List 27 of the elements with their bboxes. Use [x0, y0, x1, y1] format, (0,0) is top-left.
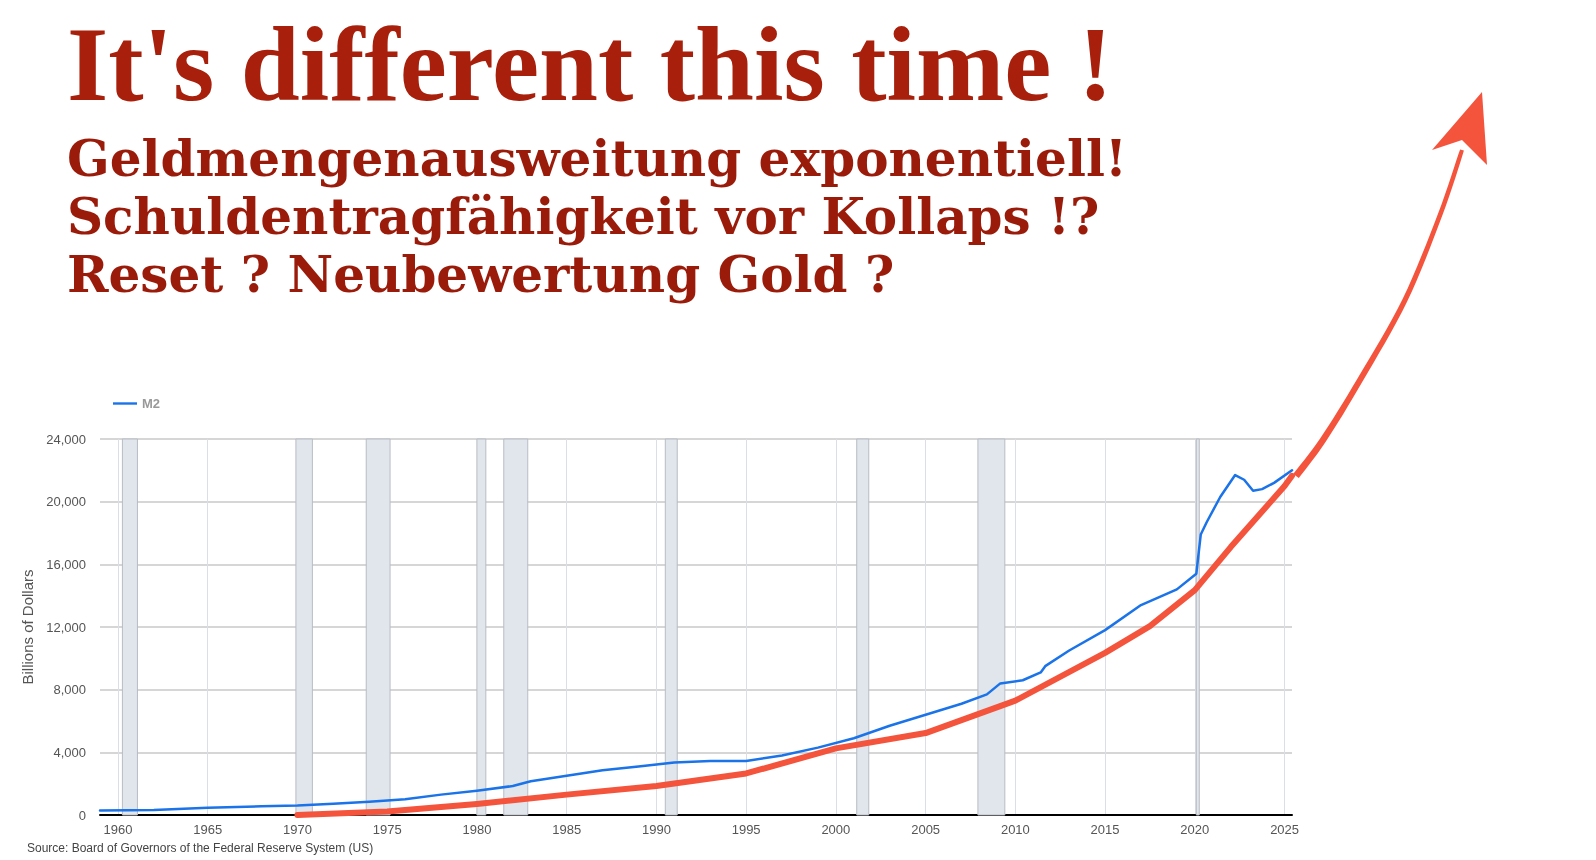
- x-tick-label: 1960: [103, 822, 133, 837]
- x-tick-label: 1995: [731, 822, 761, 837]
- x-tick-label: 2025: [1270, 822, 1300, 837]
- y-tick-label: 0: [78, 807, 86, 823]
- x-tick-label: 2005: [911, 822, 941, 837]
- y-tick-label: 24,000: [46, 431, 86, 447]
- y-tick-label: 20,000: [46, 494, 86, 510]
- x-tick-label: 1980: [462, 822, 492, 837]
- x-tick-label: 2000: [821, 822, 851, 837]
- chart-title: It's different this time !: [67, 5, 1114, 123]
- y-tick-label: 4,000: [53, 744, 86, 760]
- chart-subtitle: Geldmengenausweitung exponentiell! Schuldentragfähigkeit vor Kollaps !? Reset ? Neubewertung Gold ?: [67, 128, 1127, 304]
- x-tick-label: 2010: [1000, 822, 1030, 837]
- y-axis-title: Billions of Dollars: [19, 569, 37, 685]
- x-tick-label: 1990: [641, 822, 671, 837]
- y-tick-label: 16,000: [46, 556, 86, 572]
- x-tick-label: 2020: [1180, 822, 1210, 837]
- line-series: [98, 469, 1294, 812]
- legend-label: M2: [142, 396, 161, 411]
- y-tick-label: 12,000: [46, 619, 86, 635]
- y-tick-label: 8,000: [53, 682, 86, 698]
- x-tick-label: 1970: [282, 822, 312, 837]
- x-tick-label: 1985: [552, 822, 582, 837]
- source-note: Source: Board of Governors of the Federal Reserve System (US): [27, 841, 374, 855]
- x-tick-label: 1965: [193, 822, 223, 837]
- x-tick-label: 1975: [372, 822, 402, 837]
- x-tick-label: 2015: [1090, 822, 1120, 837]
